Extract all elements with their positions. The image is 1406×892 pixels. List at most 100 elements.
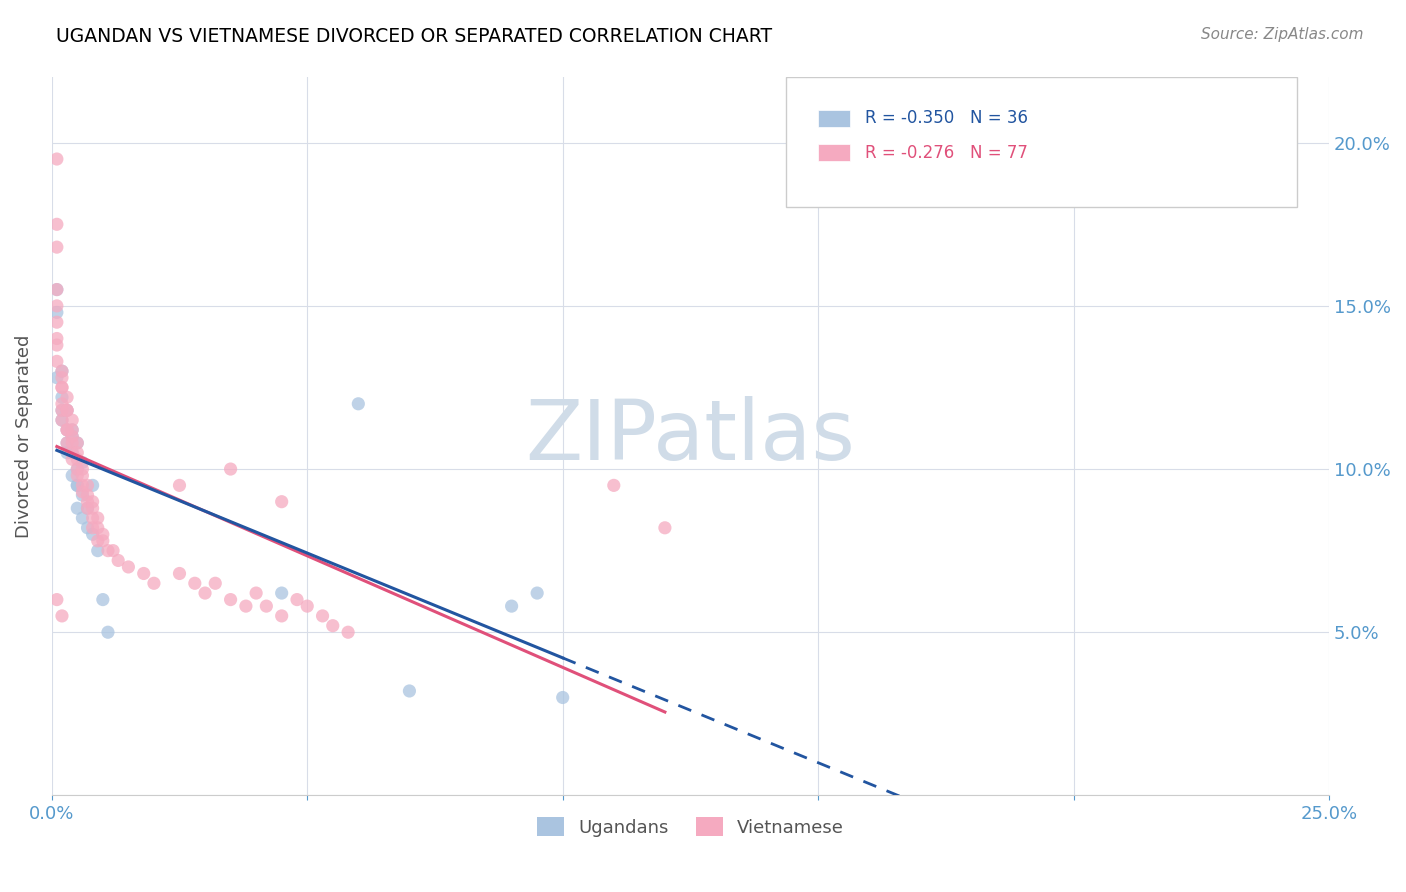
Point xyxy=(56,436,79,450)
Point xyxy=(270,586,292,600)
Point xyxy=(76,501,98,516)
Point xyxy=(51,380,73,394)
Point xyxy=(219,462,242,476)
Point xyxy=(45,299,67,313)
Point xyxy=(603,478,626,492)
Point xyxy=(297,599,319,614)
Point xyxy=(87,511,110,525)
Point xyxy=(76,488,98,502)
Point xyxy=(82,521,104,535)
Point xyxy=(45,354,67,368)
Point xyxy=(66,478,89,492)
Point xyxy=(87,533,110,548)
Point xyxy=(45,370,67,384)
Point xyxy=(219,592,242,607)
Point xyxy=(270,608,292,623)
Point xyxy=(60,429,83,443)
FancyBboxPatch shape xyxy=(818,145,851,161)
Point xyxy=(60,423,83,437)
Point xyxy=(654,521,676,535)
Point xyxy=(235,599,257,614)
Point xyxy=(60,452,83,467)
Point xyxy=(72,468,94,483)
Point xyxy=(311,608,333,623)
Point xyxy=(337,625,360,640)
Point xyxy=(66,468,89,483)
Point xyxy=(91,527,114,541)
Text: R = -0.276   N = 77: R = -0.276 N = 77 xyxy=(866,144,1028,161)
Point xyxy=(72,478,94,492)
Point xyxy=(76,521,98,535)
Point xyxy=(60,423,83,437)
Point xyxy=(51,403,73,417)
Point xyxy=(66,462,89,476)
Point xyxy=(97,543,120,558)
Point xyxy=(51,364,73,378)
Point xyxy=(66,452,89,467)
Point xyxy=(66,462,89,476)
Point xyxy=(56,423,79,437)
Point xyxy=(66,436,89,450)
Point xyxy=(45,240,67,254)
Point xyxy=(72,484,94,499)
Point xyxy=(56,423,79,437)
Point xyxy=(51,413,73,427)
Legend: Ugandans, Vietnamese: Ugandans, Vietnamese xyxy=(530,810,852,844)
Point xyxy=(82,527,104,541)
Point xyxy=(51,364,73,378)
Point xyxy=(51,370,73,384)
Point xyxy=(56,403,79,417)
Point xyxy=(501,599,523,614)
Point xyxy=(56,436,79,450)
Y-axis label: Divorced or Separated: Divorced or Separated xyxy=(15,334,32,538)
Point xyxy=(56,403,79,417)
Point xyxy=(60,446,83,460)
Point xyxy=(45,152,67,166)
Point xyxy=(91,592,114,607)
Point xyxy=(204,576,226,591)
Point xyxy=(132,566,155,581)
Point xyxy=(72,511,94,525)
Point xyxy=(56,390,79,404)
Point xyxy=(51,380,73,394)
Point xyxy=(72,488,94,502)
Point xyxy=(82,494,104,508)
Point xyxy=(45,283,67,297)
Point xyxy=(142,576,165,591)
Text: R = -0.350   N = 36: R = -0.350 N = 36 xyxy=(866,110,1028,128)
Point xyxy=(60,446,83,460)
Text: ZIPatlas: ZIPatlas xyxy=(526,396,855,477)
Point xyxy=(107,553,129,567)
Point xyxy=(270,494,292,508)
Point xyxy=(60,436,83,450)
Point xyxy=(45,283,67,297)
Point xyxy=(169,566,191,581)
Point xyxy=(51,403,73,417)
Point xyxy=(45,592,67,607)
Point xyxy=(51,608,73,623)
Point xyxy=(347,397,370,411)
Point xyxy=(45,338,67,352)
Point xyxy=(72,456,94,470)
FancyBboxPatch shape xyxy=(786,78,1298,207)
Point xyxy=(45,217,67,231)
Point xyxy=(285,592,308,607)
Point xyxy=(87,521,110,535)
Point xyxy=(66,478,89,492)
Point xyxy=(101,543,124,558)
Point xyxy=(76,501,98,516)
Point xyxy=(66,446,89,460)
Point xyxy=(51,390,73,404)
Point xyxy=(87,543,110,558)
Point xyxy=(82,478,104,492)
Text: Source: ZipAtlas.com: Source: ZipAtlas.com xyxy=(1201,27,1364,42)
Point xyxy=(72,462,94,476)
Point xyxy=(45,332,67,346)
Point xyxy=(245,586,267,600)
Point xyxy=(56,423,79,437)
Point xyxy=(91,533,114,548)
Point xyxy=(66,436,89,450)
Point xyxy=(51,397,73,411)
Point xyxy=(51,413,73,427)
Point xyxy=(169,478,191,492)
